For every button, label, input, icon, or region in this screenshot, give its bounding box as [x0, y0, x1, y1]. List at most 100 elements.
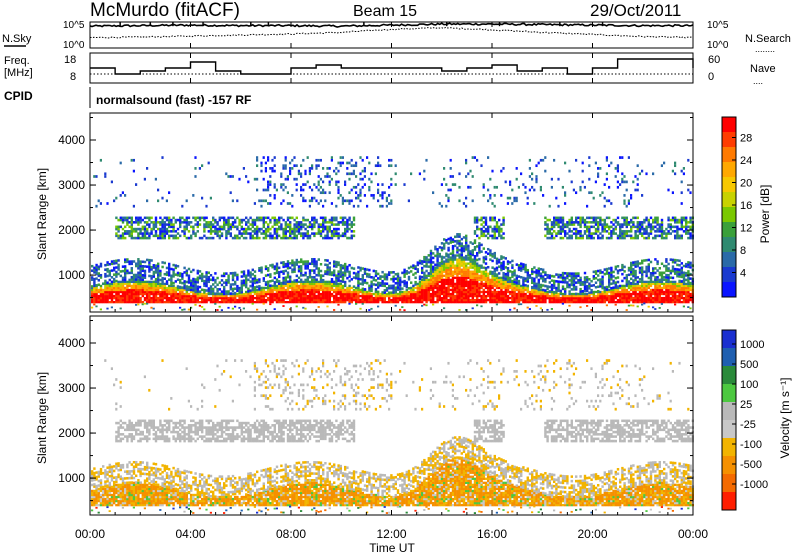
- heat-cell: [227, 298, 230, 302]
- heat-cell: [203, 308, 206, 311]
- heat-cell: [451, 258, 455, 261]
- heat-cell: [478, 288, 481, 292]
- heat-cell: [183, 225, 186, 229]
- heat-cell: [597, 285, 600, 289]
- heat-cell: [542, 288, 545, 292]
- heat-cell: [262, 286, 265, 290]
- heat-cell: [495, 273, 499, 276]
- heat-cell: [139, 230, 142, 233]
- heat-cell: [522, 296, 525, 300]
- heat-cell: [229, 223, 232, 226]
- heat-cell: [154, 280, 158, 283]
- heat-cell: [196, 285, 199, 288]
- heat-cell: [97, 199, 100, 203]
- heat-cell: [447, 292, 450, 296]
- heat-cell: [130, 158, 133, 162]
- heat-cell: [374, 164, 377, 168]
- heat-cell: [498, 258, 501, 262]
- heat-cell: [368, 290, 371, 294]
- heat-cell: [311, 275, 314, 279]
- heat-cell: [401, 296, 404, 300]
- heat-cell: [271, 169, 274, 173]
- heat-cell: [337, 286, 340, 290]
- heat-cell: [289, 280, 292, 283]
- heat-cell: [161, 298, 164, 302]
- heat-cell: [427, 292, 430, 296]
- heat-cell: [451, 288, 455, 292]
- heat-cell: [141, 234, 144, 238]
- heat-cell: [97, 267, 100, 271]
- heat-cell: [517, 300, 521, 304]
- heat-cell: [339, 290, 342, 294]
- heat-cell: [454, 288, 457, 292]
- heat-cell: [454, 268, 457, 271]
- heat-cell: [341, 271, 345, 274]
- heat-cell: [469, 298, 472, 302]
- heat-cell: [286, 225, 290, 229]
- heat-cell: [392, 286, 395, 290]
- heat-cell: [110, 284, 114, 288]
- heat-cell: [137, 292, 140, 296]
- heat-cell: [132, 298, 136, 302]
- heat-cell: [132, 260, 136, 263]
- heat-cell: [458, 244, 461, 247]
- heat-cell: [502, 296, 505, 300]
- heat-cell: [146, 236, 149, 240]
- heat-cell: [454, 296, 457, 300]
- heat-cell: [465, 282, 468, 286]
- heat-cell: [608, 271, 611, 275]
- heat-cell: [291, 263, 294, 267]
- heat-cell: [99, 290, 103, 294]
- heat-cell: [559, 230, 562, 233]
- heat-cell: [187, 285, 191, 289]
- heat-cell: [179, 294, 182, 298]
- heat-cell: [550, 283, 554, 287]
- noise-left-tick-hi: 10^5: [63, 20, 85, 31]
- heat-cell: [403, 300, 406, 304]
- heat-cell: [495, 286, 499, 290]
- heat-cell: [467, 249, 470, 252]
- heat-cell: [467, 288, 470, 292]
- heat-cell: [308, 262, 312, 266]
- heat-cell: [148, 234, 151, 238]
- heat-cell: [141, 269, 144, 273]
- heat-cell: [500, 290, 503, 294]
- heat-cell: [165, 218, 169, 222]
- heat-cell: [335, 292, 338, 296]
- heat-cell: [333, 218, 336, 222]
- heat-cell: [275, 236, 279, 240]
- heat-cell: [293, 236, 296, 240]
- heat-cell: [304, 264, 307, 268]
- heat-cell: [467, 274, 470, 277]
- heat-cell: [324, 270, 327, 273]
- heat-cell: [473, 294, 477, 298]
- heat-cell: [561, 278, 565, 282]
- heat-cell: [271, 294, 274, 298]
- heat-cell: [469, 294, 472, 298]
- heat-cell: [297, 223, 301, 226]
- heat-cell: [225, 223, 228, 226]
- heat-cell: [304, 260, 307, 263]
- heat-cell: [289, 262, 292, 265]
- heat-cell: [139, 298, 142, 302]
- heat-cell: [493, 300, 496, 304]
- heat-cell: [559, 216, 562, 220]
- heat-cell: [469, 169, 472, 173]
- heat-cell: [377, 296, 380, 300]
- heat-cell: [304, 286, 307, 290]
- heat-cell: [157, 286, 160, 290]
- heat-cell: [227, 281, 230, 284]
- heat-cell: [449, 294, 452, 298]
- heat-cell: [245, 285, 248, 289]
- heat-cell: [174, 280, 177, 283]
- heat-cell: [460, 298, 463, 302]
- heat-cell: [355, 191, 358, 195]
- heat-cell: [572, 281, 576, 284]
- heat-cell: [253, 218, 257, 222]
- heat-cell: [236, 300, 239, 304]
- heat-cell: [91, 288, 94, 292]
- heat-cell: [366, 272, 369, 276]
- heat-cell: [438, 255, 441, 258]
- heat-cell: [401, 294, 404, 298]
- heat-cell: [462, 276, 466, 279]
